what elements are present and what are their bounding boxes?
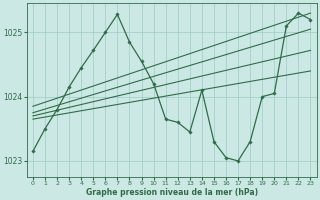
X-axis label: Graphe pression niveau de la mer (hPa): Graphe pression niveau de la mer (hPa) bbox=[86, 188, 258, 197]
